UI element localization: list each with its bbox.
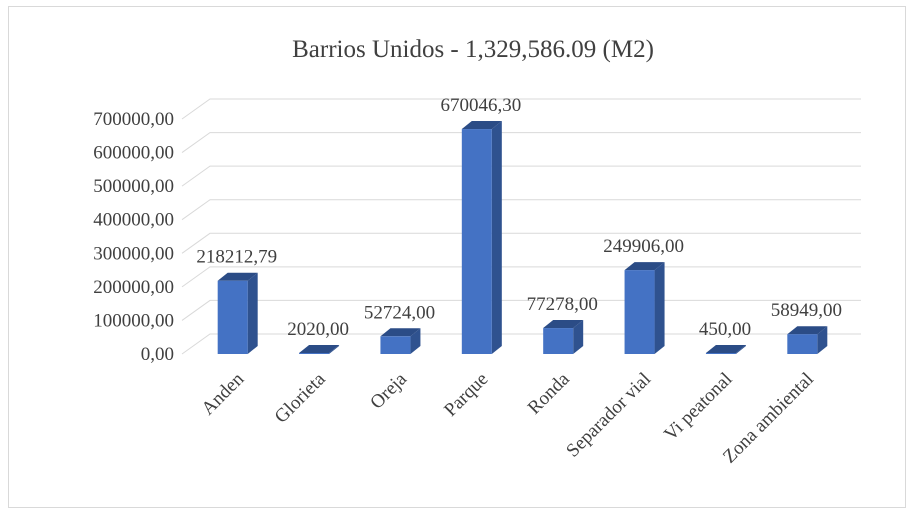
grid-line bbox=[181, 165, 861, 187]
bar bbox=[380, 328, 421, 354]
grid-lines bbox=[181, 98, 861, 355]
y-axis-ticks: 0,00 100000,00 200000,00 300000,00 400000,00… bbox=[93, 109, 174, 365]
x-tick-label: Ronda bbox=[524, 368, 574, 418]
chart-title: Barrios Unidos - 1,329,586.09 (M2) bbox=[292, 36, 654, 63]
bar bbox=[299, 345, 340, 354]
bar bbox=[543, 320, 584, 354]
chart-frame: Barrios Unidos - 1,329,586.09 (M2) 0,00 1… bbox=[8, 6, 906, 508]
x-tick-label: Separador vial bbox=[562, 369, 655, 462]
grid-line bbox=[181, 98, 861, 120]
grid-line bbox=[181, 333, 861, 355]
grid-line bbox=[181, 266, 861, 288]
x-tick-label: Glorieta bbox=[271, 368, 330, 427]
y-tick-label: 200000,00 bbox=[93, 277, 174, 298]
grid-line bbox=[181, 299, 861, 321]
data-label: 450,00 bbox=[699, 319, 751, 340]
bars bbox=[217, 121, 828, 355]
x-tick-label: Anden bbox=[198, 368, 249, 419]
data-label: 77278,00 bbox=[527, 294, 598, 315]
data-label: 670046,30 bbox=[440, 95, 521, 116]
bar bbox=[217, 272, 258, 354]
data-label: 249906,00 bbox=[603, 236, 684, 257]
grid-line bbox=[181, 132, 861, 153]
bar bbox=[705, 345, 746, 354]
bar bbox=[624, 262, 665, 354]
data-label: 2020,00 bbox=[287, 319, 349, 340]
y-tick-label: 500000,00 bbox=[93, 176, 174, 197]
data-label: 58949,00 bbox=[771, 300, 842, 321]
grid-line bbox=[181, 232, 861, 254]
data-labels: 218212,79 2020,00 52724,00 670046,30 77278,0… bbox=[196, 95, 842, 340]
y-tick-label: 400000,00 bbox=[93, 210, 174, 231]
bar bbox=[787, 326, 828, 354]
x-tick-label: Parque bbox=[440, 369, 492, 421]
y-tick-label: 700000,00 bbox=[93, 109, 174, 130]
y-tick-label: 300000,00 bbox=[93, 243, 174, 264]
y-tick-label: 100000,00 bbox=[93, 310, 174, 331]
x-tick-label: Oreja bbox=[366, 368, 411, 413]
data-label: 218212,79 bbox=[196, 247, 277, 268]
bar bbox=[461, 121, 502, 355]
x-tick-label: Vi peatonal bbox=[660, 369, 736, 445]
grid-line bbox=[181, 199, 861, 221]
data-label: 52724,00 bbox=[364, 302, 435, 323]
y-tick-label: 0,00 bbox=[141, 344, 174, 365]
y-tick-label: 600000,00 bbox=[93, 143, 174, 164]
bar-chart: Barrios Unidos - 1,329,586.09 (M2) 0,00 1… bbox=[93, 36, 861, 467]
